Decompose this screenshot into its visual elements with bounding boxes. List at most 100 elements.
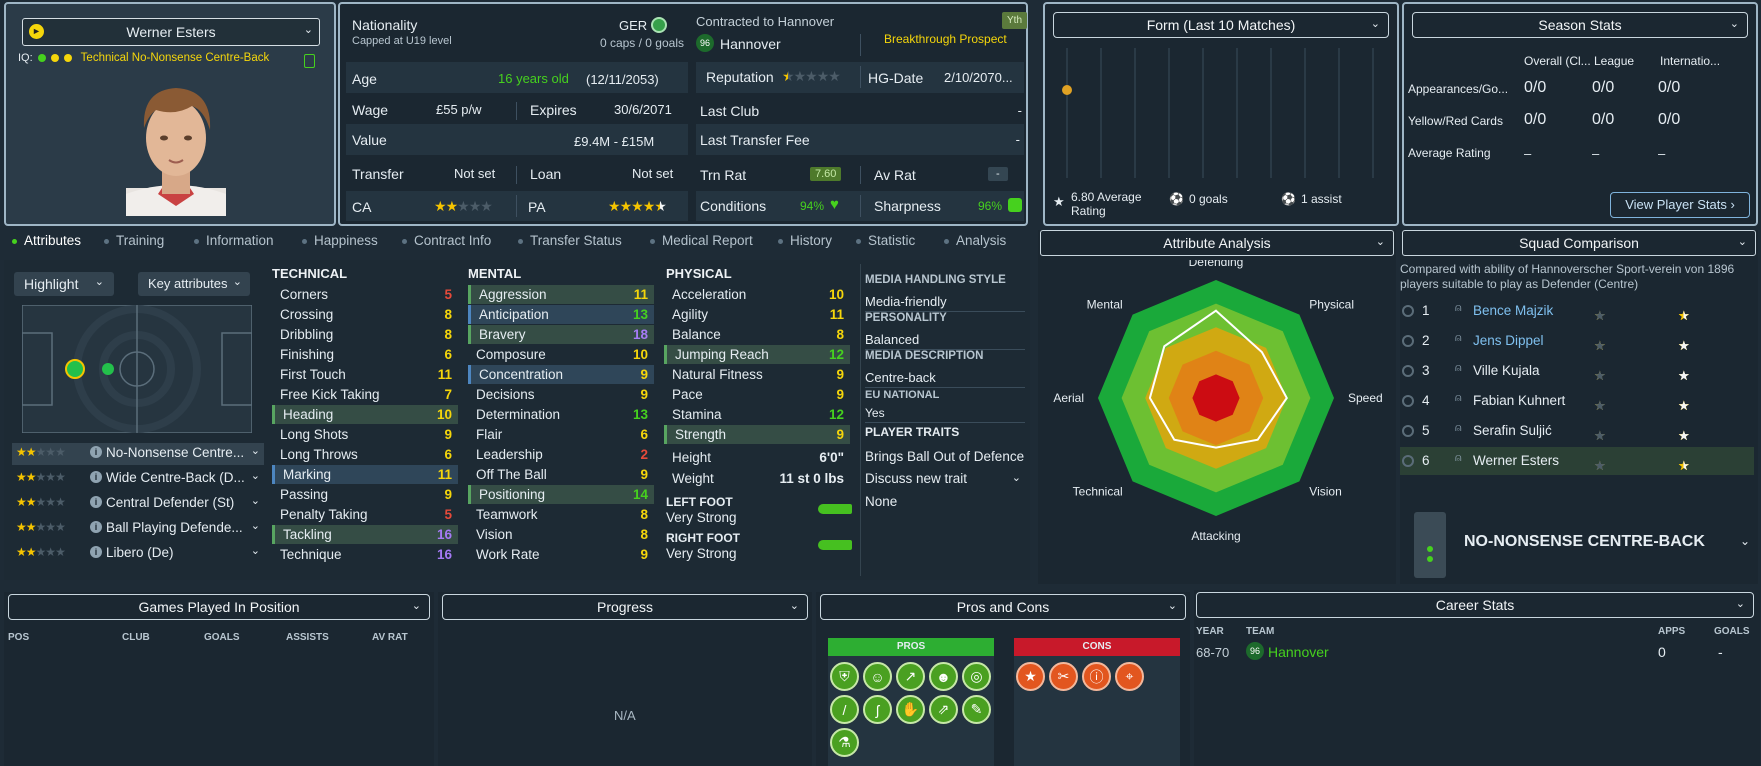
career-team-link[interactable]: Hannover xyxy=(1268,644,1329,660)
season-dropdown[interactable]: Season Stats ⌄ xyxy=(1412,12,1748,38)
left-foot-icon xyxy=(818,504,852,514)
radar-label: Mental xyxy=(1087,298,1123,312)
attribute-row[interactable]: Leadership 2 xyxy=(468,445,654,464)
squad-row[interactable]: 3⍝Ville Kujala★★★★★★★★★★ xyxy=(1400,357,1754,385)
key-attributes-dropdown[interactable]: Key attributes ⌄ xyxy=(138,272,250,296)
attribute-row[interactable]: Long Throws 6 xyxy=(272,445,458,464)
attribute-row[interactable]: Decisions 9 xyxy=(468,385,654,404)
tab-history[interactable]: History xyxy=(778,233,832,248)
squad-player-name[interactable]: Bence Majzik xyxy=(1473,303,1554,318)
attribute-row[interactable]: Concentration 9 xyxy=(468,365,654,384)
attribute-row[interactable]: Acceleration 10 xyxy=(664,285,850,304)
attribute-value: 6 xyxy=(640,427,648,442)
role-indicator-icon: ► xyxy=(29,24,44,39)
role-row[interactable]: ★★★★★ i Libero (De) ⌄ xyxy=(12,543,264,565)
attribute-row[interactable]: Bravery 18 xyxy=(468,325,654,344)
attribute-row[interactable]: Dribbling 8 xyxy=(272,325,458,344)
conditions-value: 94% xyxy=(800,199,825,213)
attribute-row[interactable]: Strength 9 xyxy=(664,425,850,444)
role-row[interactable]: ★★★★★ i Central Defender (St) ⌄ xyxy=(12,493,264,515)
role-row[interactable]: ★★★★★ i No-Nonsense Centre... ⌄ xyxy=(12,443,264,465)
transfer-value[interactable]: Not set xyxy=(454,166,496,181)
attribute-name: Positioning xyxy=(479,487,546,502)
highlight-dropdown[interactable]: Highlight ⌄ xyxy=(14,272,114,296)
nationality-value[interactable]: GER xyxy=(619,18,648,33)
club-link[interactable]: Hannover xyxy=(720,36,781,52)
form-dropdown[interactable]: Form (Last 10 Matches) ⌄ xyxy=(1053,12,1389,38)
attribute-row[interactable]: Positioning 14 xyxy=(468,485,654,504)
pitch-position-map[interactable] xyxy=(22,305,252,433)
tab-analysis[interactable]: Analysis xyxy=(944,233,1006,248)
tab-happiness[interactable]: Happiness xyxy=(302,233,378,248)
clipboard-icon[interactable] xyxy=(304,54,315,68)
attribute-row[interactable]: Jumping Reach 12 xyxy=(664,345,850,364)
attribute-row[interactable]: Penalty Taking 5 xyxy=(272,505,458,524)
tab-medical-report[interactable]: Medical Report xyxy=(650,233,753,248)
role-row[interactable]: ★★★★★ i Wide Centre-Back (D... ⌄ xyxy=(12,468,264,490)
attribute-row[interactable]: Passing 9 xyxy=(272,485,458,504)
player-name-selector[interactable]: ► Werner Esters ⌄ xyxy=(22,18,320,46)
attribute-row[interactable]: Teamwork 8 xyxy=(468,505,654,524)
attribute-value: 9 xyxy=(640,387,648,402)
attribute-row[interactable]: Heading 10 xyxy=(272,405,458,424)
attribute-row[interactable]: Finishing 6 xyxy=(272,345,458,364)
person-icon: ⍝ xyxy=(1455,332,1462,344)
discuss-trait-dropdown[interactable]: Discuss new trait ⌄ xyxy=(865,471,1025,491)
attribute-row[interactable]: Tackling 16 xyxy=(272,525,458,544)
attribute-row[interactable]: Technique 16 xyxy=(272,545,458,564)
attribute-row[interactable]: Aggression 11 xyxy=(468,285,654,304)
expires-value: 30/6/2071 xyxy=(614,102,672,117)
attribute-row[interactable]: Free Kick Taking 7 xyxy=(272,385,458,404)
tab-training[interactable]: Training xyxy=(104,233,164,248)
view-player-stats-button[interactable]: View Player Stats › xyxy=(1610,192,1750,218)
tab-transfer-status[interactable]: Transfer Status xyxy=(518,233,622,248)
tab-contract-info[interactable]: Contract Info xyxy=(402,233,491,248)
squad-row[interactable]: 2⍝Jens Dippel★★★★★★★★★★ xyxy=(1400,327,1754,355)
attribute-row[interactable]: Vision 8 xyxy=(468,525,654,544)
attribute-name: Aggression xyxy=(479,287,547,302)
attribute-analysis-dropdown[interactable]: Attribute Analysis ⌄ xyxy=(1040,230,1394,256)
squad-row[interactable]: 6⍝Werner Esters★★★★★★★★★★ xyxy=(1400,447,1754,475)
media-style-label: MEDIA HANDLING STYLE xyxy=(865,274,1006,286)
average-rating-label: Av Rat xyxy=(874,167,916,183)
tab-information[interactable]: Information xyxy=(194,233,274,248)
attribute-row[interactable]: Work Rate 9 xyxy=(468,545,654,564)
games-played-dropdown[interactable]: Games Played In Position ⌄ xyxy=(8,594,430,620)
attribute-row[interactable]: Corners 5 xyxy=(272,285,458,304)
height-value: 6'0" xyxy=(819,450,844,465)
attribute-row[interactable]: First Touch 11 xyxy=(272,365,458,384)
squad-row[interactable]: 5⍝Serafin Suljić★★★★★★★★★★ xyxy=(1400,417,1754,445)
attribute-row[interactable]: Balance 8 xyxy=(664,325,850,344)
squad-player-name[interactable]: Jens Dippel xyxy=(1473,333,1544,348)
attribute-value: 14 xyxy=(632,487,648,502)
attribute-row[interactable]: Long Shots 9 xyxy=(272,425,458,444)
squad-row[interactable]: 4⍝Fabian Kuhnert★★★★★★★★★★ xyxy=(1400,387,1754,415)
tab-attributes[interactable]: Attributes xyxy=(12,233,81,248)
squad-comparison-dropdown[interactable]: Squad Comparison ⌄ xyxy=(1402,230,1756,256)
attribute-row[interactable]: Crossing 8 xyxy=(272,305,458,324)
attribute-row[interactable]: Natural Fitness 9 xyxy=(664,365,850,384)
pros-cons-dropdown[interactable]: Pros and Cons ⌄ xyxy=(820,594,1186,620)
attribute-row[interactable]: Flair 6 xyxy=(468,425,654,444)
season-stats-panel: Season Stats ⌄ Overall (Cl... League Int… xyxy=(1402,2,1758,226)
attribute-row[interactable]: Determination 13 xyxy=(468,405,654,424)
role-row[interactable]: ★★★★★ i Ball Playing Defende... ⌄ xyxy=(12,518,264,540)
attribute-row[interactable]: Stamina 12 xyxy=(664,405,850,424)
attribute-value: 8 xyxy=(640,507,648,522)
career-stats-dropdown[interactable]: Career Stats ⌄ xyxy=(1196,592,1754,618)
loan-value[interactable]: Not set xyxy=(632,166,674,181)
attribute-row[interactable]: Marking 11 xyxy=(272,465,458,484)
chevron-down-icon[interactable]: ⌄ xyxy=(1740,534,1751,548)
club-badge-icon: 96 xyxy=(1246,642,1264,660)
attribute-row[interactable]: Composure 10 xyxy=(468,345,654,364)
attribute-row[interactable]: Anticipation 13 xyxy=(468,305,654,324)
attribute-name: Concentration xyxy=(479,367,564,382)
progress-dropdown[interactable]: Progress ⌄ xyxy=(442,594,808,620)
squad-row[interactable]: 1⍝Bence Majzik★★★★★★★★★★ xyxy=(1400,297,1754,325)
attribute-row[interactable]: Off The Ball 9 xyxy=(468,465,654,484)
tab-statistic[interactable]: Statistic xyxy=(856,233,915,248)
squad-comparison-panel: Squad Comparison ⌄ Compared with ability… xyxy=(1400,230,1758,584)
attribute-row[interactable]: Pace 9 xyxy=(664,385,850,404)
attribute-row[interactable]: Agility 11 xyxy=(664,305,850,324)
age-box: Age 16 years old (12/11/2053) xyxy=(346,62,688,93)
